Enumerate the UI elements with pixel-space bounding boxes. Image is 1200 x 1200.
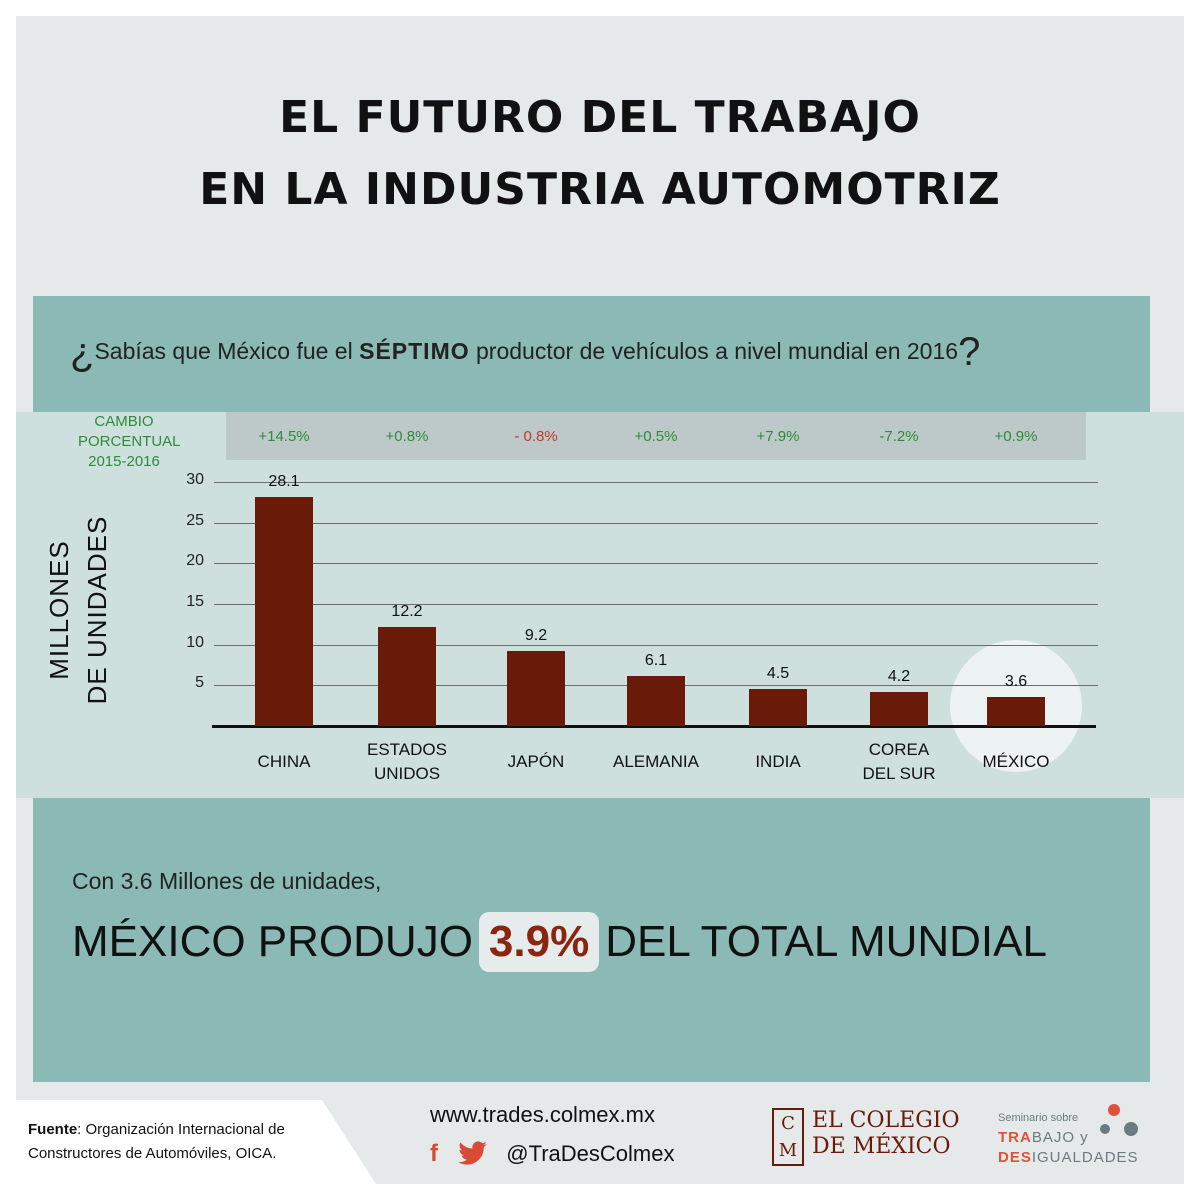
question-after: productor de vehículos a nivel mundial e… bbox=[469, 338, 959, 364]
bar-value-label: 4.5 bbox=[766, 665, 790, 682]
source-label: Fuente bbox=[28, 1121, 78, 1138]
percent-change-label: +0.9% bbox=[994, 428, 1038, 445]
source-note: Fuente: Organización Internacional de Co… bbox=[28, 1118, 285, 1166]
social-links: f @TraDesColmex bbox=[430, 1140, 674, 1171]
bar-value-label: 12.2 bbox=[391, 603, 423, 620]
bar-value-label: 3.6 bbox=[1004, 673, 1028, 690]
twitter-icon[interactable] bbox=[458, 1141, 488, 1171]
category-label-line: INDIA bbox=[755, 752, 801, 771]
summary-before: MÉXICO PRODUJO bbox=[72, 917, 473, 966]
seminario-bajo: BAJO y bbox=[1031, 1129, 1089, 1146]
category-label-line: DEL SUR bbox=[862, 764, 936, 783]
category-label-line: UNIDOS bbox=[373, 764, 441, 783]
percent-change-label: +0.5% bbox=[634, 428, 678, 445]
summary-after: DEL TOTAL MUNDIAL bbox=[605, 917, 1047, 966]
percent-change-band bbox=[226, 412, 1086, 460]
seminario-logo: Seminario sobre TRABAJO y DESIGUALDADES bbox=[998, 1108, 1139, 1168]
y-tick-label: 5 bbox=[195, 674, 204, 691]
bar-value-label: 28.1 bbox=[268, 473, 300, 490]
percent-change-label: +7.9% bbox=[756, 428, 800, 445]
source-text: : Organización Internacional de bbox=[77, 1121, 285, 1138]
seminario-dot-red bbox=[1108, 1104, 1120, 1116]
colegio-logo-c: C bbox=[781, 1113, 795, 1134]
colegio-logo-m: M bbox=[778, 1140, 798, 1161]
percent-change-label: +0.8% bbox=[385, 428, 429, 445]
category-label: ALEMANIA bbox=[586, 750, 726, 774]
seminario-igualdades: IGUALDADES bbox=[1031, 1149, 1139, 1166]
percent-change-label: - 0.8% bbox=[514, 428, 558, 445]
bar-5 bbox=[870, 692, 928, 726]
colegio-line-2: DE MÉXICO bbox=[812, 1134, 951, 1159]
website-link[interactable]: www.trades.colmex.mx bbox=[430, 1102, 655, 1127]
summary-headline: MÉXICO PRODUJO 3.9% DEL TOTAL MUNDIAL bbox=[72, 912, 1047, 972]
category-label: ESTADOS UNIDOS bbox=[337, 738, 477, 786]
cambio-porcentual-label: CAMBIO PORCENTUAL 2015-2016 bbox=[78, 412, 181, 472]
category-label-line: MÉXICO bbox=[982, 752, 1050, 771]
question-open-mark: ¿ bbox=[70, 330, 95, 374]
gridline-20 bbox=[214, 563, 1098, 564]
category-label: COREA DEL SUR bbox=[829, 738, 969, 786]
y-axis-label-line-1: MILLONES bbox=[44, 540, 74, 680]
summary-value-pill: 3.9% bbox=[478, 912, 600, 972]
title-line-2: EN LA INDUSTRIA AUTOMOTRIZ bbox=[199, 164, 1001, 215]
bar-1 bbox=[378, 627, 436, 726]
y-axis-label-line-2: DE UNIDADES bbox=[82, 515, 112, 705]
colegio-logo-mark: C M bbox=[772, 1108, 804, 1166]
title-line-1: EL FUTURO DEL TRABAJO bbox=[279, 92, 921, 143]
y-tick-label: 30 bbox=[186, 471, 204, 488]
y-tick-label: 15 bbox=[186, 593, 204, 610]
seminario-des: DES bbox=[998, 1149, 1032, 1166]
bar-3 bbox=[627, 676, 685, 726]
colegio-name: EL COLEGIO DE MÉXICO bbox=[812, 1108, 960, 1160]
question-before: Sabías que México fue el bbox=[94, 338, 360, 364]
page-title: EL FUTURO DEL TRABAJO EN LA INDUSTRIA AU… bbox=[0, 82, 1200, 226]
seminario-tra: TRA bbox=[998, 1129, 1032, 1146]
category-label-line: ALEMANIA bbox=[613, 752, 699, 771]
source-panel bbox=[16, 1100, 376, 1184]
colegio-line-1: EL COLEGIO bbox=[812, 1108, 960, 1133]
x-axis-baseline bbox=[212, 725, 1096, 728]
seminario-dot-gray-1 bbox=[1100, 1124, 1110, 1134]
bar-value-label: 9.2 bbox=[524, 627, 548, 644]
gridline-10 bbox=[214, 645, 1098, 646]
summary-line-1: Con 3.6 Millones de unidades, bbox=[72, 868, 382, 894]
cambio-line-1: CAMBIO bbox=[94, 413, 154, 430]
question-close-mark: ? bbox=[958, 330, 981, 374]
category-label: CHINA bbox=[214, 750, 354, 774]
category-label: INDIA bbox=[708, 750, 848, 774]
y-tick-label: 10 bbox=[186, 634, 204, 651]
bar-6 bbox=[987, 697, 1045, 726]
category-label-line: CHINA bbox=[257, 752, 311, 771]
category-label-line: ESTADOS bbox=[367, 740, 447, 759]
category-label: MÉXICO bbox=[946, 750, 1086, 774]
bar-value-label: 6.1 bbox=[644, 652, 668, 669]
seminario-small: Seminario sobre bbox=[998, 1112, 1079, 1124]
y-tick-label: 20 bbox=[186, 552, 204, 569]
question-text: ¿Sabías que México fue el SÉPTIMO produc… bbox=[70, 330, 980, 375]
facebook-icon[interactable]: f bbox=[430, 1140, 438, 1167]
cambio-line-2: PORCENTUAL bbox=[78, 433, 181, 450]
category-label-line: JAPÓN bbox=[507, 752, 565, 771]
category-label-line: COREA bbox=[868, 740, 930, 759]
gridline-25 bbox=[214, 523, 1098, 524]
bar-value-label: 4.2 bbox=[887, 668, 911, 685]
cambio-line-3: 2015-2016 bbox=[88, 453, 160, 470]
bar-4 bbox=[749, 689, 807, 726]
y-tick-label: 25 bbox=[186, 512, 204, 529]
seminario-dot-gray-2 bbox=[1124, 1122, 1138, 1136]
twitter-handle[interactable]: @TraDesColmex bbox=[506, 1141, 675, 1166]
question-band bbox=[33, 296, 1150, 412]
bar-0 bbox=[255, 497, 313, 726]
category-label: JAPÓN bbox=[466, 750, 606, 774]
question-emphasis: SÉPTIMO bbox=[359, 338, 470, 364]
y-axis-label: MILLONES DE UNIDADES bbox=[40, 470, 120, 750]
source-text-2: Constructores de Automóviles, OICA. bbox=[28, 1145, 277, 1162]
gridline-15 bbox=[214, 604, 1098, 605]
percent-change-label: -7.2% bbox=[879, 428, 919, 445]
gridline-30 bbox=[214, 482, 1098, 483]
bar-2 bbox=[507, 651, 565, 726]
percent-change-label: +14.5% bbox=[258, 428, 310, 445]
